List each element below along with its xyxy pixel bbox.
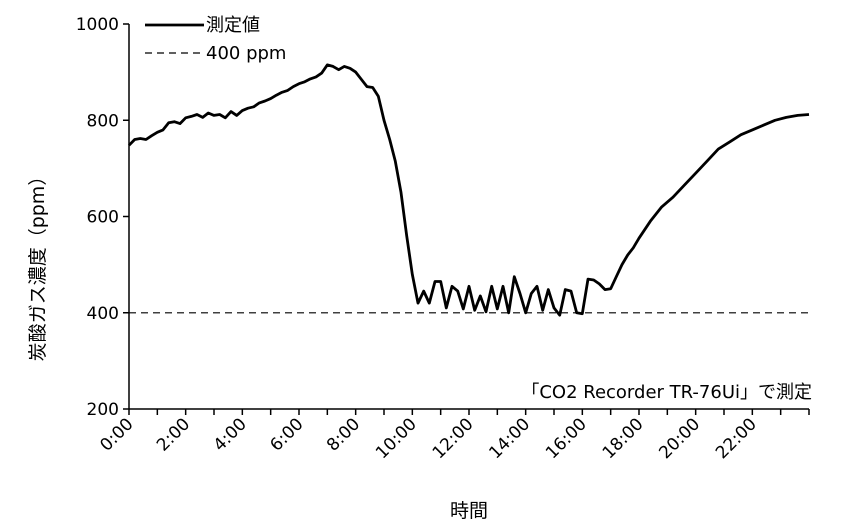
y-tick-label: 400 bbox=[87, 304, 119, 324]
x-tick-label: 4:00 bbox=[210, 414, 251, 455]
y-tick-label: 600 bbox=[87, 208, 119, 228]
x-tick-label: 8:00 bbox=[323, 414, 364, 455]
x-tick-label: 14:00 bbox=[485, 414, 534, 463]
x-tick-label: 2:00 bbox=[153, 414, 194, 455]
x-ticks: 0:00 2:00 4:00 6:00 8:00 10:00 12:00 14:00 16:00… bbox=[96, 409, 810, 463]
x-tick-label: 0:00 bbox=[96, 414, 137, 455]
series-layer bbox=[128, 63, 810, 317]
y-tick-label: 200 bbox=[87, 400, 119, 420]
y-ticks: 200 400 600 800 1000 bbox=[76, 15, 129, 420]
x-tick-label: 10:00 bbox=[372, 414, 421, 463]
measurement-device-note: 「CO2 Recorder TR-76Ui」で測定 bbox=[521, 382, 812, 403]
axes bbox=[128, 24, 809, 410]
y-tick-label: 800 bbox=[87, 111, 119, 131]
y-tick-label: 1000 bbox=[76, 15, 119, 35]
x-tick-label: 20:00 bbox=[655, 414, 704, 463]
legend-label-400ppm: 400 ppm bbox=[206, 43, 286, 64]
series-line-measured bbox=[128, 63, 810, 317]
x-tick-label: 22:00 bbox=[712, 414, 761, 463]
legend-label-measured: 測定値 bbox=[206, 15, 260, 36]
x-tick-label: 18:00 bbox=[599, 414, 648, 463]
x-tick-label: 12:00 bbox=[429, 414, 478, 463]
x-tick-label: 6:00 bbox=[266, 414, 307, 455]
x-tick-label: 16:00 bbox=[542, 414, 591, 463]
x-axis-title: 時間 bbox=[450, 500, 488, 522]
y-axis-title: 炭酸ガス濃度（ppm） bbox=[27, 167, 49, 362]
legend: 測定値 400 ppm bbox=[145, 15, 286, 64]
